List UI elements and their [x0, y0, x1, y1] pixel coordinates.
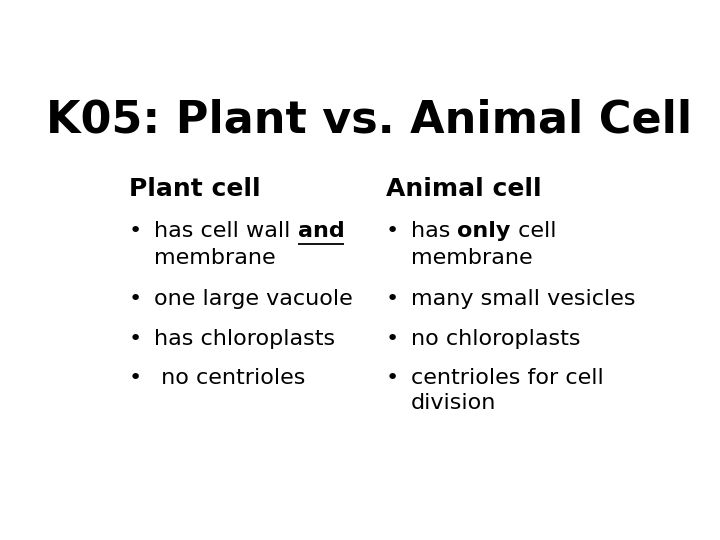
Text: Plant cell: Plant cell [129, 177, 261, 201]
Text: •: • [386, 221, 399, 241]
Text: membrane: membrane [154, 248, 276, 268]
Text: has cell wall: has cell wall [154, 221, 297, 241]
Text: no chloroplasts: no chloroplasts [411, 329, 580, 349]
Text: has chloroplasts: has chloroplasts [154, 329, 336, 349]
Text: Animal cell: Animal cell [386, 177, 541, 201]
Text: centrioles for cell: centrioles for cell [411, 368, 603, 388]
Text: many small vesicles: many small vesicles [411, 289, 635, 309]
Text: only: only [457, 221, 510, 241]
Text: •: • [129, 221, 143, 241]
Text: has: has [411, 221, 457, 241]
Text: K05: Plant vs. Animal Cell: K05: Plant vs. Animal Cell [46, 98, 692, 141]
Text: cell: cell [510, 221, 557, 241]
Text: •: • [129, 368, 143, 388]
Text: membrane: membrane [411, 248, 533, 268]
Text: •: • [386, 368, 399, 388]
Text: •: • [129, 289, 143, 309]
Text: division: division [411, 393, 496, 413]
Text: no centrioles: no centrioles [154, 368, 305, 388]
Text: and: and [297, 221, 344, 241]
Text: •: • [386, 329, 399, 349]
Text: •: • [129, 329, 143, 349]
Text: •: • [386, 289, 399, 309]
Text: one large vacuole: one large vacuole [154, 289, 353, 309]
